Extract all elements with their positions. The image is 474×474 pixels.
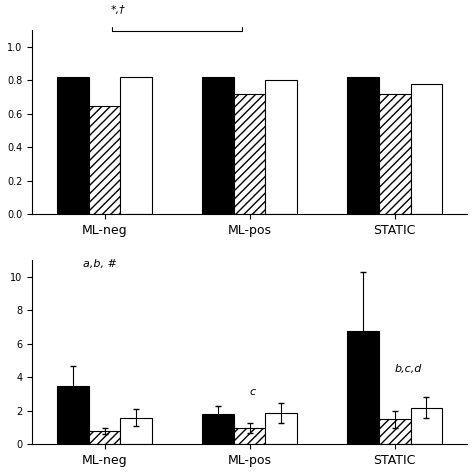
Text: b,c,d: b,c,d [394, 364, 422, 374]
Bar [379, 419, 410, 444]
Bar [379, 94, 410, 214]
Bar [265, 412, 297, 444]
Bar [89, 431, 120, 444]
Bar [265, 81, 297, 214]
Bar [89, 106, 120, 214]
Text: *,†: *,† [110, 6, 125, 16]
Bar [234, 94, 265, 214]
Bar [202, 414, 234, 444]
Bar [410, 408, 442, 444]
Bar [346, 77, 379, 214]
Bar [202, 77, 234, 214]
Bar [120, 77, 153, 214]
Text: c: c [249, 387, 255, 398]
Bar [57, 77, 89, 214]
Bar [57, 386, 89, 444]
Text: a,b, #: a,b, # [83, 259, 117, 269]
Bar [346, 330, 379, 444]
Bar [234, 428, 265, 444]
Bar [410, 84, 442, 214]
Bar [120, 418, 153, 444]
